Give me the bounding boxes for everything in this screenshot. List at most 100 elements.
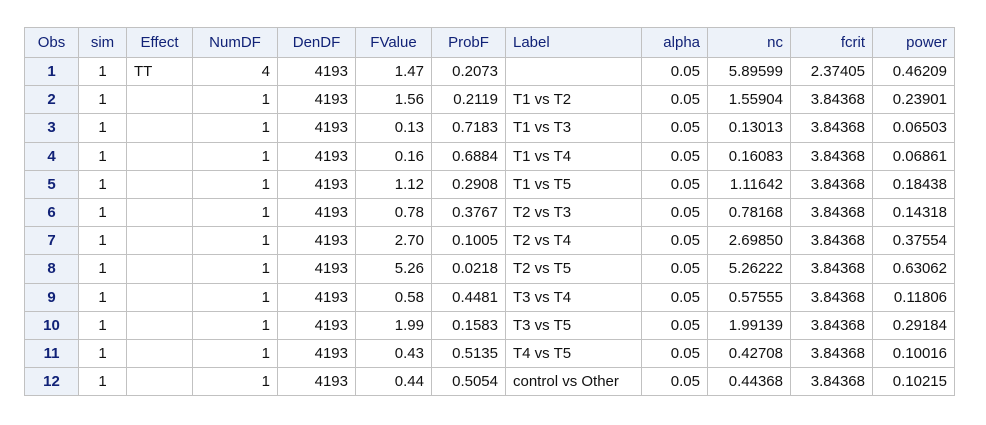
table-row: 6 1 1 4193 0.78 0.3767 T2 vs T3 0.05 0.78168 3.84… xyxy=(24,197,955,228)
cell-dendf: 4193 xyxy=(277,169,356,199)
cell-sim: 1 xyxy=(78,113,127,143)
cell-obs: 1 xyxy=(24,56,79,87)
cell-sim: 1 xyxy=(78,282,127,312)
cell-numdf: 1 xyxy=(192,282,278,312)
cell-label: T2 vs T3 xyxy=(505,197,642,228)
cell-probf: 0.3767 xyxy=(431,197,506,228)
cell-label: T1 vs T3 xyxy=(505,113,642,143)
cell-dendf: 4193 xyxy=(277,338,356,369)
cell-fvalue: 0.78 xyxy=(355,197,432,228)
cell-numdf: 1 xyxy=(192,85,278,115)
column-header-fvalue: FValue xyxy=(355,27,432,58)
cell-probf: 0.2073 xyxy=(431,56,506,87)
cell-obs: 9 xyxy=(24,282,79,312)
cell-fcrit: 3.84368 xyxy=(790,338,873,369)
cell-nc: 0.78168 xyxy=(707,197,791,228)
cell-fcrit: 3.84368 xyxy=(790,113,873,143)
cell-alpha: 0.05 xyxy=(641,367,708,397)
cell-numdf: 1 xyxy=(192,367,278,397)
cell-fvalue: 0.58 xyxy=(355,282,432,312)
cell-fvalue: 2.70 xyxy=(355,226,432,256)
cell-nc: 1.11642 xyxy=(707,169,791,199)
cell-obs: 7 xyxy=(24,226,79,256)
cell-nc: 5.26222 xyxy=(707,254,791,284)
cell-fvalue: 0.43 xyxy=(355,338,432,369)
cell-obs: 6 xyxy=(24,197,79,228)
cell-fvalue: 1.47 xyxy=(355,56,432,87)
cell-label: T1 vs T5 xyxy=(505,169,642,199)
header-row: Obs sim Effect NumDF DenDF FValue ProbF … xyxy=(24,27,955,58)
cell-numdf: 1 xyxy=(192,197,278,228)
cell-power: 0.11806 xyxy=(872,282,955,312)
cell-alpha: 0.05 xyxy=(641,254,708,284)
column-header-power: power xyxy=(872,27,955,58)
cell-dendf: 4193 xyxy=(277,113,356,143)
cell-sim: 1 xyxy=(78,169,127,199)
cell-obs: 8 xyxy=(24,254,79,284)
cell-fvalue: 1.12 xyxy=(355,169,432,199)
cell-label: control vs Other xyxy=(505,367,642,397)
cell-probf: 0.1583 xyxy=(431,310,506,340)
cell-alpha: 0.05 xyxy=(641,56,708,87)
column-header-nc: nc xyxy=(707,27,791,58)
cell-fcrit: 2.37405 xyxy=(790,56,873,87)
column-header-fcrit: fcrit xyxy=(790,27,873,58)
cell-dendf: 4193 xyxy=(277,226,356,256)
cell-numdf: 1 xyxy=(192,226,278,256)
cell-fvalue: 0.16 xyxy=(355,141,432,171)
cell-obs: 5 xyxy=(24,169,79,199)
sas-output-table-container: Obs sim Effect NumDF DenDF FValue ProbF … xyxy=(24,27,955,397)
cell-nc: 0.13013 xyxy=(707,113,791,143)
cell-fcrit: 3.84368 xyxy=(790,367,873,397)
cell-obs: 12 xyxy=(24,367,79,397)
cell-probf: 0.5135 xyxy=(431,338,506,369)
cell-effect xyxy=(126,197,193,228)
cell-alpha: 0.05 xyxy=(641,338,708,369)
cell-fcrit: 3.84368 xyxy=(790,310,873,340)
cell-fcrit: 3.84368 xyxy=(790,169,873,199)
cell-sim: 1 xyxy=(78,310,127,340)
column-header-effect: Effect xyxy=(126,27,193,58)
cell-alpha: 0.05 xyxy=(641,141,708,171)
column-header-label: Label xyxy=(505,27,642,58)
cell-probf: 0.2908 xyxy=(431,169,506,199)
cell-numdf: 1 xyxy=(192,141,278,171)
cell-alpha: 0.05 xyxy=(641,310,708,340)
cell-dendf: 4193 xyxy=(277,85,356,115)
cell-effect xyxy=(126,141,193,171)
column-header-dendf: DenDF xyxy=(277,27,356,58)
cell-label: T3 vs T4 xyxy=(505,282,642,312)
table-row: 2 1 1 4193 1.56 0.2119 T1 vs T2 0.05 1.55904 3.84… xyxy=(24,85,955,115)
cell-sim: 1 xyxy=(78,197,127,228)
cell-probf: 0.0218 xyxy=(431,254,506,284)
cell-power: 0.10016 xyxy=(872,338,955,369)
cell-numdf: 1 xyxy=(192,338,278,369)
cell-sim: 1 xyxy=(78,254,127,284)
column-header-obs: Obs xyxy=(24,27,79,58)
table-row: 5 1 1 4193 1.12 0.2908 T1 vs T5 0.05 1.11642 3.84… xyxy=(24,169,955,199)
column-header-alpha: alpha xyxy=(641,27,708,58)
cell-obs: 4 xyxy=(24,141,79,171)
cell-sim: 1 xyxy=(78,367,127,397)
cell-probf: 0.1005 xyxy=(431,226,506,256)
table-row: 12 1 1 4193 0.44 0.5054 control vs Other 0.05 0.… xyxy=(24,367,955,397)
cell-probf: 0.5054 xyxy=(431,367,506,397)
cell-dendf: 4193 xyxy=(277,367,356,397)
cell-nc: 5.89599 xyxy=(707,56,791,87)
cell-power: 0.23901 xyxy=(872,85,955,115)
cell-numdf: 1 xyxy=(192,113,278,143)
table-row: 10 1 1 4193 1.99 0.1583 T3 vs T5 0.05 1.99139 3.8… xyxy=(24,310,955,340)
sas-output-table: Obs sim Effect NumDF DenDF FValue ProbF … xyxy=(24,27,955,397)
cell-alpha: 0.05 xyxy=(641,113,708,143)
cell-fcrit: 3.84368 xyxy=(790,141,873,171)
cell-obs: 10 xyxy=(24,310,79,340)
cell-fvalue: 0.13 xyxy=(355,113,432,143)
cell-fvalue: 1.99 xyxy=(355,310,432,340)
cell-effect xyxy=(126,169,193,199)
cell-probf: 0.2119 xyxy=(431,85,506,115)
cell-fcrit: 3.84368 xyxy=(790,197,873,228)
cell-fvalue: 0.44 xyxy=(355,367,432,397)
table-body: 1 1 TT 4 4193 1.47 0.2073 0.05 5.89599 2.37405 0.4… xyxy=(24,56,955,397)
table-row: 1 1 TT 4 4193 1.47 0.2073 0.05 5.89599 2.37405 0.4… xyxy=(24,56,955,87)
cell-effect xyxy=(126,310,193,340)
